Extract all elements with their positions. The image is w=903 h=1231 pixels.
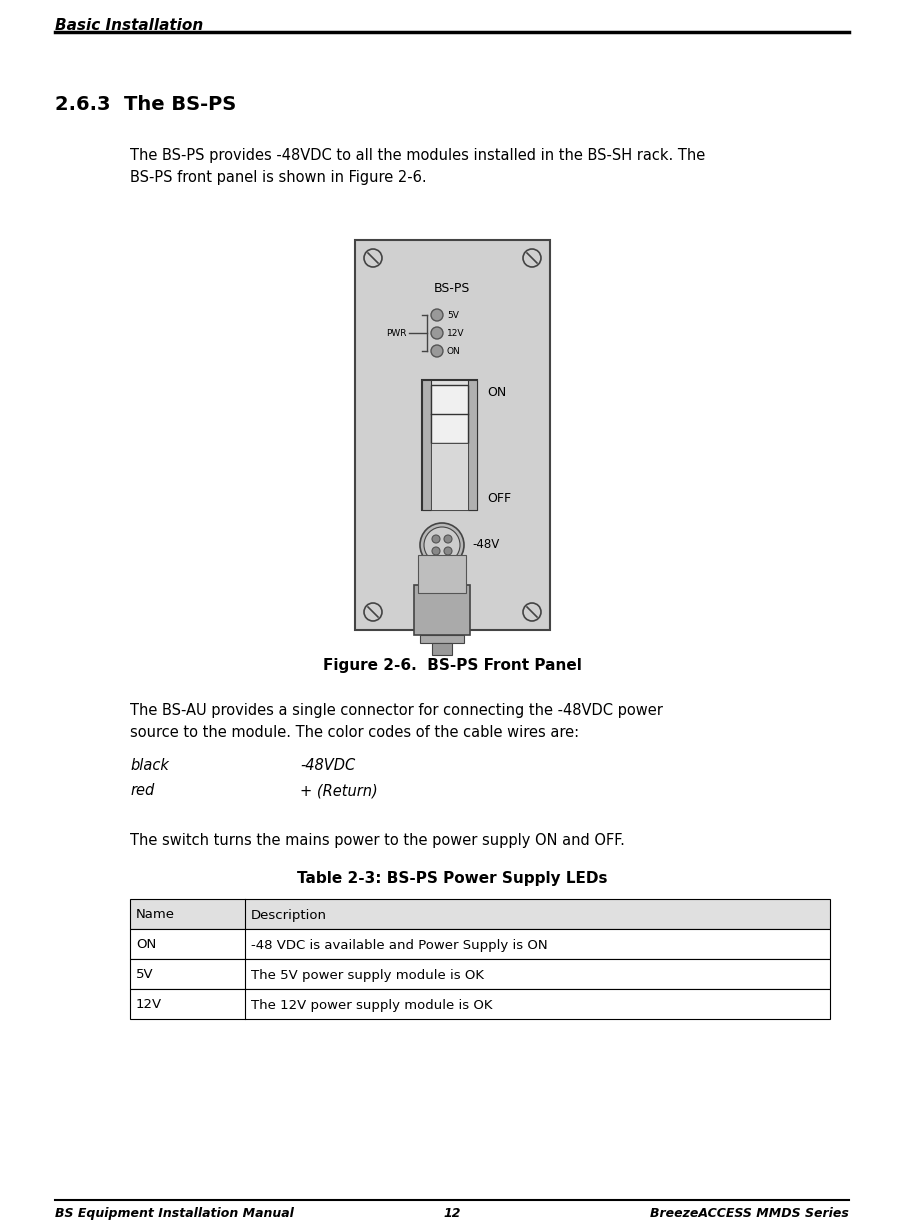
- Circle shape: [431, 327, 442, 339]
- Circle shape: [523, 249, 540, 267]
- Bar: [432, 643, 452, 655]
- Text: The BS-PS provides -48VDC to all the modules installed in the BS-SH rack. The: The BS-PS provides -48VDC to all the mod…: [130, 148, 704, 162]
- Text: red: red: [130, 783, 154, 798]
- Bar: [468, 380, 477, 510]
- Bar: [420, 635, 463, 643]
- Bar: [431, 443, 468, 510]
- Text: BS-PS: BS-PS: [433, 282, 470, 295]
- Bar: [130, 929, 829, 959]
- Text: The 5V power supply module is OK: The 5V power supply module is OK: [251, 969, 483, 981]
- Text: BreezeACCESS MMDS Series: BreezeACCESS MMDS Series: [649, 1208, 848, 1220]
- Bar: [417, 555, 465, 593]
- Circle shape: [431, 309, 442, 321]
- Text: 12: 12: [442, 1208, 461, 1220]
- Bar: [355, 240, 549, 630]
- Circle shape: [432, 547, 440, 555]
- Bar: [431, 385, 468, 443]
- Circle shape: [431, 345, 442, 357]
- Circle shape: [364, 603, 382, 620]
- Text: 12V: 12V: [135, 998, 162, 1012]
- Text: -48VDC: -48VDC: [300, 758, 355, 773]
- Text: Name: Name: [135, 908, 175, 922]
- Text: 12V: 12V: [446, 329, 464, 337]
- Circle shape: [443, 535, 452, 543]
- Text: -48V: -48V: [471, 538, 498, 551]
- Bar: [130, 959, 829, 988]
- Text: Basic Installation: Basic Installation: [55, 18, 203, 33]
- Circle shape: [432, 535, 440, 543]
- Bar: [130, 899, 829, 929]
- Text: 2.6.3  The BS-PS: 2.6.3 The BS-PS: [55, 95, 236, 114]
- Text: Description: Description: [251, 908, 327, 922]
- Text: Figure 2-6.  BS-PS Front Panel: Figure 2-6. BS-PS Front Panel: [322, 659, 581, 673]
- Text: The BS-AU provides a single connector for connecting the -48VDC power: The BS-AU provides a single connector fo…: [130, 703, 662, 718]
- Text: -48 VDC is available and Power Supply is ON: -48 VDC is available and Power Supply is…: [251, 938, 547, 952]
- Text: BS-PS front panel is shown in Figure 2-6.: BS-PS front panel is shown in Figure 2-6…: [130, 170, 426, 185]
- Text: The 12V power supply module is OK: The 12V power supply module is OK: [251, 998, 492, 1012]
- Circle shape: [424, 527, 460, 563]
- Text: BS Equipment Installation Manual: BS Equipment Installation Manual: [55, 1208, 293, 1220]
- Bar: [422, 380, 477, 510]
- Text: source to the module. The color codes of the cable wires are:: source to the module. The color codes of…: [130, 725, 579, 740]
- Circle shape: [420, 523, 463, 567]
- Text: 5V: 5V: [446, 310, 459, 320]
- Text: OFF: OFF: [487, 491, 510, 505]
- Bar: [422, 380, 431, 510]
- Text: ON: ON: [135, 938, 156, 952]
- Circle shape: [364, 249, 382, 267]
- Text: + (Return): + (Return): [300, 783, 377, 798]
- Text: black: black: [130, 758, 169, 773]
- Text: The switch turns the mains power to the power supply ON and OFF.: The switch turns the mains power to the …: [130, 833, 624, 848]
- Text: ON: ON: [487, 385, 506, 399]
- Circle shape: [523, 603, 540, 620]
- Bar: [414, 585, 470, 635]
- Text: Table 2-3: BS-PS Power Supply LEDs: Table 2-3: BS-PS Power Supply LEDs: [296, 872, 607, 886]
- Circle shape: [443, 547, 452, 555]
- Text: ON: ON: [446, 346, 461, 356]
- Bar: [130, 988, 829, 1019]
- Text: PWR: PWR: [386, 329, 406, 337]
- Text: 5V: 5V: [135, 969, 154, 981]
